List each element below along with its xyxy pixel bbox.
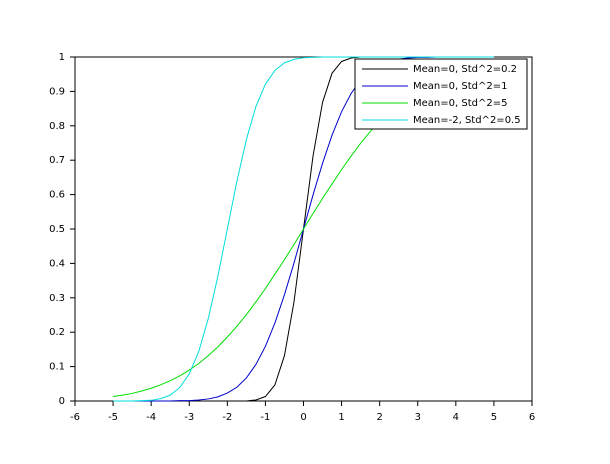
x-tick-label: 0 [300, 412, 306, 423]
x-tick-label: 6 [529, 412, 535, 423]
legend-label: Mean=0, Std^2=1 [413, 81, 507, 92]
x-tick-label: -2 [222, 412, 232, 423]
x-tick-label: -1 [260, 412, 270, 423]
x-tick-label: -3 [184, 412, 194, 423]
series-line [113, 56, 494, 402]
y-tick-label: 0.4 [49, 258, 65, 269]
y-tick-label: 0.9 [49, 86, 65, 97]
y-tick-label: 1 [59, 52, 65, 63]
legend-label: Mean=0, Std^2=0.2 [413, 64, 517, 75]
x-tick-label: -4 [146, 412, 156, 423]
y-tick-label: 0 [59, 396, 65, 407]
y-tick-label: 0.2 [49, 327, 65, 338]
x-tick-label: 5 [491, 412, 497, 423]
legend-label: Mean=0, Std^2=5 [413, 98, 507, 109]
x-tick-label: -6 [70, 412, 80, 423]
x-tick-label: 2 [376, 412, 382, 423]
legend-label: Mean=-2, Std^2=0.5 [413, 115, 521, 126]
y-tick-label: 0.5 [49, 224, 65, 235]
y-tick-label: 0.6 [49, 190, 65, 201]
y-tick-label: 0.8 [49, 121, 65, 132]
y-tick-label: 0.7 [49, 155, 65, 166]
y-tick-label: 0.1 [49, 362, 65, 373]
x-tick-label: 4 [453, 412, 459, 423]
x-tick-label: -5 [108, 412, 118, 423]
x-tick-label: 1 [338, 412, 344, 423]
x-tick-label: 3 [415, 412, 421, 423]
legend-box [354, 58, 528, 130]
y-tick-label: 0.3 [49, 293, 65, 304]
